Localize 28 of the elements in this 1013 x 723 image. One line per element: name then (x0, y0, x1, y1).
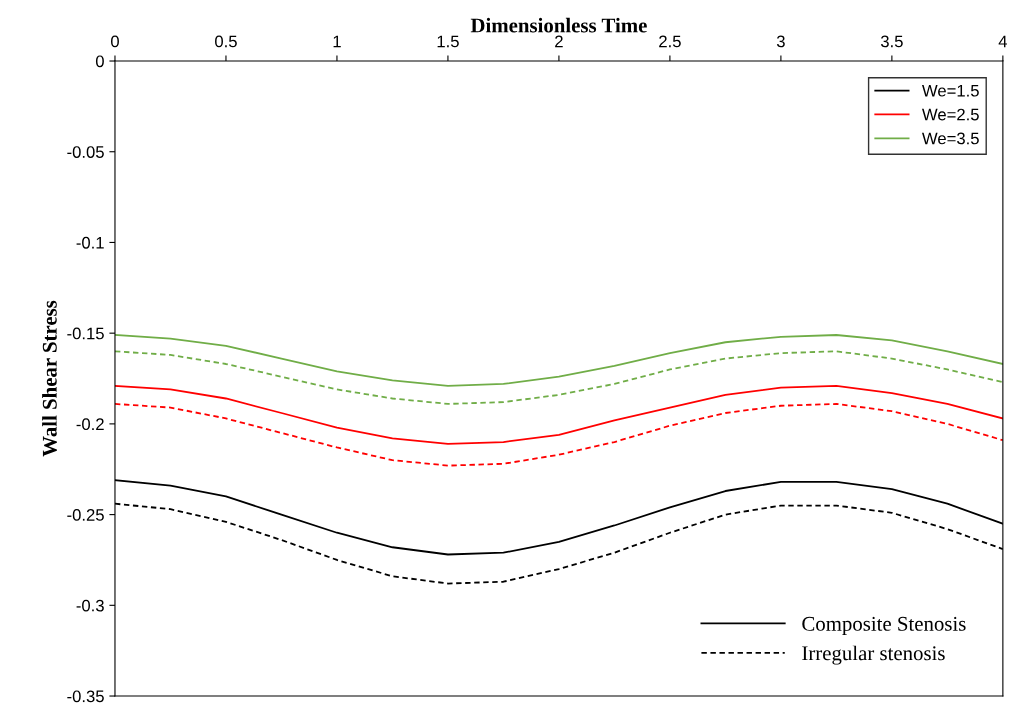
x-tick-label: 4 (998, 35, 1008, 48)
y-axis-title: Wall Shear Stress (42, 300, 57, 457)
x-tick-label: 1.5 (437, 35, 459, 48)
x-tick-label: 3.5 (880, 35, 903, 48)
x-tick-label: 0.5 (215, 35, 237, 48)
y-tick-label: -0.35 (67, 690, 104, 703)
y-tick-label: -0.3 (76, 599, 104, 612)
x-tick-label: 2 (555, 35, 563, 48)
x-tick-label: 2.5 (659, 35, 681, 48)
line-series (114, 384, 1003, 445)
line-series (114, 403, 1003, 467)
x-axis-title: Dimensionless Time (470, 17, 647, 33)
y-tick-label: -0.1 (76, 236, 104, 249)
legend-label: We=3.5 (922, 132, 979, 145)
legend-label: We=2.5 (922, 108, 979, 121)
y-tick-label: -0.2 (76, 418, 104, 431)
y-tick-label: -0.05 (67, 146, 104, 158)
annotation: Irregular stenosis (802, 645, 945, 665)
y-tick-label: 0 (95, 55, 104, 68)
line-series (114, 350, 1003, 405)
y-tick-label: -0.15 (67, 327, 104, 340)
x-tick-label: 1 (333, 35, 341, 48)
legend-label: We=1.5 (922, 84, 979, 97)
x-tick-label: 3 (776, 35, 785, 48)
x-tick-label: 0 (110, 35, 119, 48)
line-series (114, 334, 1003, 387)
y-tick-label: -0.25 (67, 509, 104, 521)
annotation: Composite Stenosis (802, 616, 966, 636)
